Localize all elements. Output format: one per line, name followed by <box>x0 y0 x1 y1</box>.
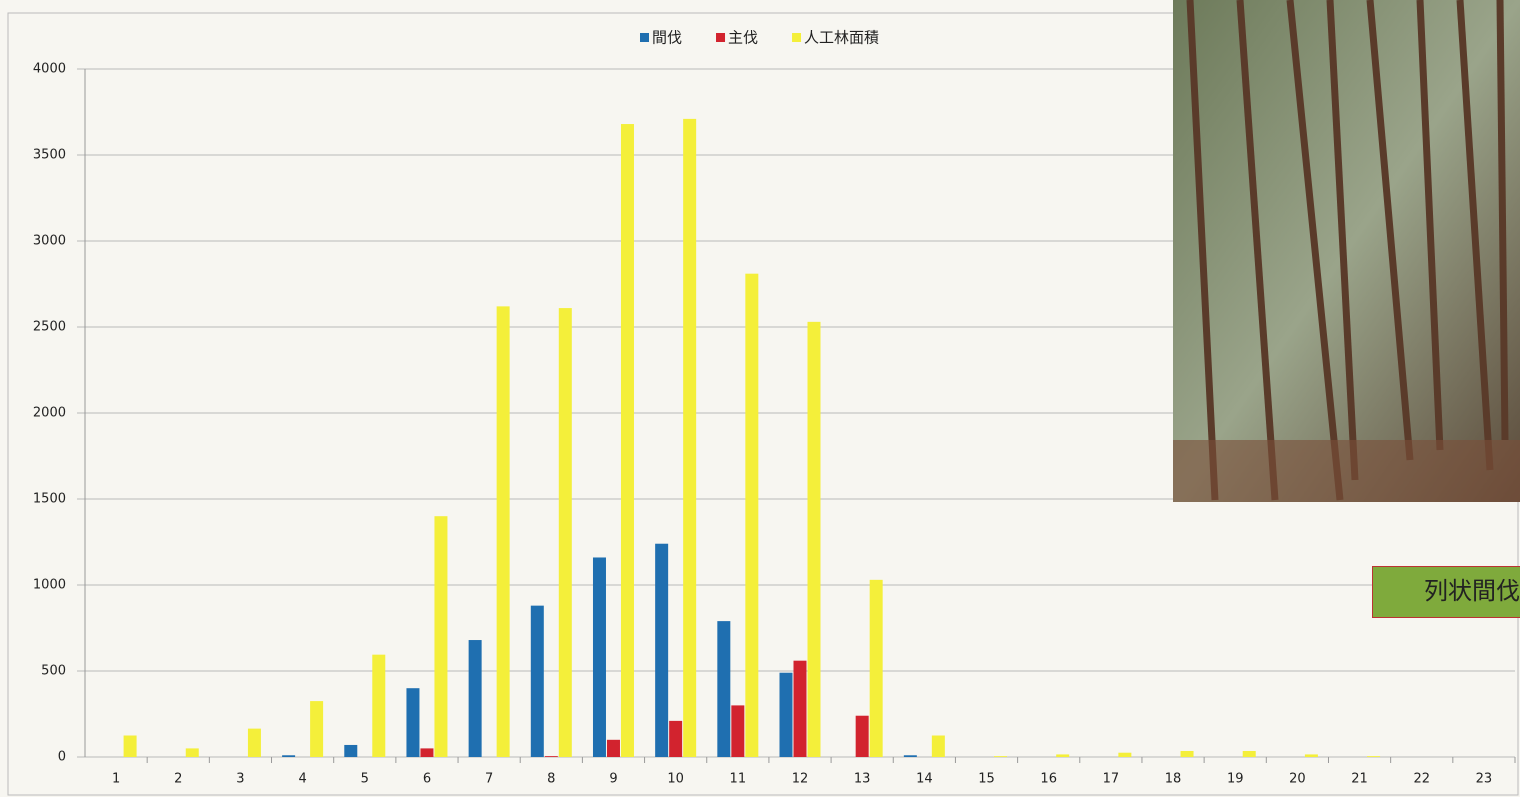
legend-swatch <box>716 33 726 42</box>
x-tick-label: 18 <box>1165 772 1182 787</box>
bar <box>903 755 917 757</box>
x-tick-label: 19 <box>1227 772 1244 787</box>
x-tick-label: 23 <box>1476 772 1493 787</box>
y-tick-label: 3500 <box>33 148 66 163</box>
x-tick-label: 7 <box>485 772 493 787</box>
x-tick-label: 1 <box>112 772 120 787</box>
x-tick-label: 14 <box>916 772 933 787</box>
x-tick-label: 2 <box>174 772 182 787</box>
bar <box>310 701 324 757</box>
legend-swatch <box>640 33 649 42</box>
x-tick-label: 4 <box>298 772 306 787</box>
bar <box>1180 750 1194 757</box>
x-tick-label: 9 <box>609 772 617 787</box>
bar <box>282 755 296 757</box>
x-tick-label: 10 <box>667 772 684 787</box>
bar <box>779 672 793 757</box>
bar <box>1056 754 1070 757</box>
bar <box>420 748 434 757</box>
bar <box>807 321 821 757</box>
bar <box>1242 750 1256 757</box>
bar <box>1118 752 1132 757</box>
bar <box>185 748 199 757</box>
bar <box>544 756 558 757</box>
bar <box>496 306 510 757</box>
legend-label: 間伐 <box>652 29 682 47</box>
x-tick-label: 15 <box>978 772 995 787</box>
y-tick-label: 4000 <box>33 62 66 77</box>
y-tick-label: 500 <box>41 664 66 679</box>
bar <box>731 705 745 757</box>
bar <box>855 715 869 757</box>
photo <box>1173 0 1520 502</box>
bar <box>793 660 807 757</box>
bar <box>344 744 358 757</box>
legend: 間伐 主伐 人工林面積 <box>640 29 879 47</box>
bar <box>717 621 731 757</box>
y-tick-label: 1000 <box>33 578 66 593</box>
legend-swatch <box>792 33 802 42</box>
x-tick-label: 20 <box>1289 772 1306 787</box>
legend-label: 主伐 <box>728 29 758 47</box>
bar <box>683 118 697 757</box>
x-tick-label: 17 <box>1103 772 1120 787</box>
annotation-box: 列状間伐 <box>1372 566 1520 618</box>
x-tick-label: 3 <box>236 772 244 787</box>
bar <box>606 739 620 757</box>
x-tick-label: 12 <box>792 772 809 787</box>
x-tick-label: 11 <box>730 772 747 787</box>
legend-label: 人工林面積 <box>804 29 879 47</box>
x-tick-label: 16 <box>1040 772 1057 787</box>
y-tick-label: 2000 <box>33 406 66 421</box>
bar <box>655 543 669 757</box>
bar <box>994 756 1008 757</box>
x-tick-label: 22 <box>1413 772 1430 787</box>
x-tick-label: 21 <box>1351 772 1368 787</box>
x-tick-label: 8 <box>547 772 555 787</box>
annotation: 列状間伐 <box>1424 577 1520 605</box>
y-tick-label: 0 <box>58 750 66 765</box>
bar <box>434 516 448 757</box>
bar <box>558 308 572 757</box>
bar <box>247 728 261 757</box>
bar <box>530 605 544 757</box>
x-tick-label: 13 <box>854 772 871 787</box>
bar <box>1304 754 1318 757</box>
bar <box>869 579 883 757</box>
bar <box>620 124 634 758</box>
y-tick-label: 2500 <box>33 320 66 335</box>
bar <box>123 735 137 757</box>
bar <box>669 720 683 757</box>
x-tick-label: 6 <box>423 772 431 787</box>
bar <box>468 640 482 757</box>
bar <box>406 688 420 757</box>
y-tick-label: 1500 <box>33 492 66 507</box>
bar <box>1367 756 1381 757</box>
y-tick-label: 3000 <box>33 234 66 249</box>
bar <box>931 735 945 757</box>
bar <box>372 654 386 757</box>
bar <box>745 273 759 757</box>
x-tick-label: 5 <box>361 772 369 787</box>
bar <box>592 557 606 757</box>
